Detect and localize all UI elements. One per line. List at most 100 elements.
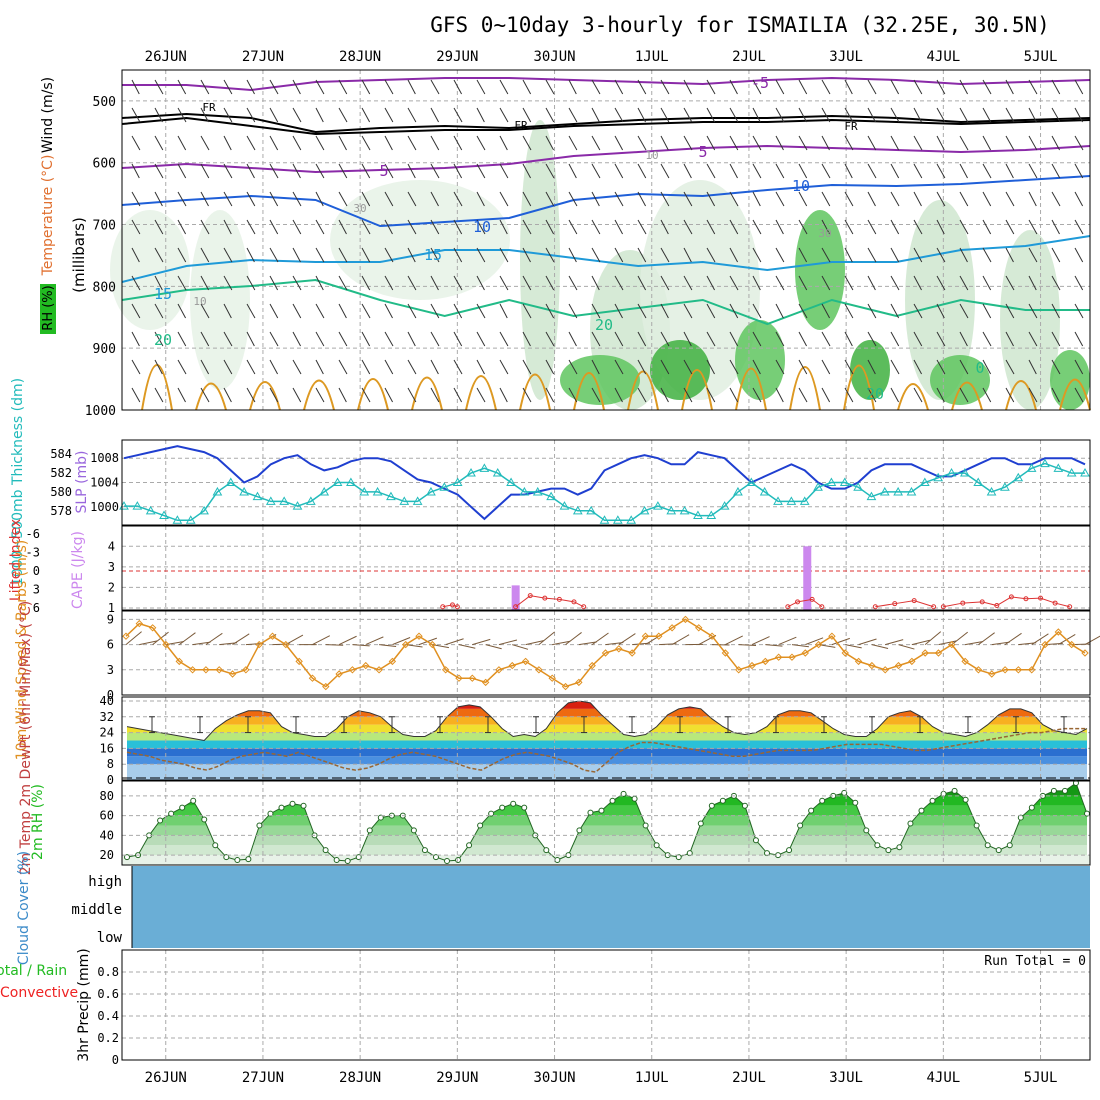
temperature-axis-label: Temperature (°C) <box>40 155 56 277</box>
wind-barb <box>384 79 394 95</box>
rh-bands <box>127 783 1087 865</box>
wind-barb <box>1074 163 1084 179</box>
rh-point <box>201 816 208 823</box>
wind-barb <box>591 79 601 95</box>
temp-band <box>127 708 1087 717</box>
wind-barb <box>384 191 394 207</box>
isotherm-line <box>411 376 443 411</box>
isotherm-line <box>121 278 1090 326</box>
wind-speed-point <box>695 624 703 632</box>
wind-barb <box>131 191 141 207</box>
rh-tick-label: 40 <box>100 828 114 842</box>
wind-barb <box>453 303 463 319</box>
li-axis-label: Lifted Index <box>8 519 24 601</box>
wind-barb <box>637 191 647 207</box>
wind-barb <box>315 163 325 179</box>
wind-barb <box>269 359 279 375</box>
wind-barb <box>315 387 325 403</box>
wind-barb <box>683 303 693 319</box>
wind-barb <box>775 135 784 151</box>
wind-barb <box>982 387 992 403</box>
thickness-point <box>346 477 356 486</box>
temp-band <box>127 732 1087 741</box>
wind-barb <box>522 275 532 291</box>
rh-point <box>675 854 682 861</box>
surface-wind-barb <box>325 644 344 646</box>
rh-shading <box>330 180 510 300</box>
wind-barb <box>269 135 279 151</box>
pressure-tick-label: 800 <box>93 280 116 295</box>
wind-barb <box>200 135 210 151</box>
wind-barb <box>269 387 279 403</box>
rh-band <box>127 805 1087 816</box>
wind-barb <box>982 79 992 95</box>
date-tick-label: 26JUN <box>145 1070 187 1086</box>
wind-barb <box>200 359 210 375</box>
date-tick-label: 29JUN <box>436 1070 478 1086</box>
rh-point <box>300 802 307 809</box>
isotherm-line <box>789 366 821 411</box>
li-point <box>440 604 446 610</box>
rh-point <box>444 858 450 865</box>
wind-speed-point <box>788 653 796 661</box>
wind-barb <box>936 79 946 95</box>
rh-point <box>168 810 175 817</box>
wind-barb <box>407 303 417 319</box>
wind-barb <box>246 303 256 319</box>
li-point <box>1008 594 1014 600</box>
wind-barb <box>706 79 716 95</box>
surface-wind-barb <box>538 631 555 645</box>
wind-barb <box>338 219 347 235</box>
wind-barb <box>292 387 302 403</box>
wind-barb <box>476 219 486 235</box>
temp-tick-label: 32 <box>100 710 114 724</box>
isotherm-label: 20 <box>595 316 613 334</box>
thickness-point <box>132 501 143 510</box>
rh-shading <box>930 355 990 405</box>
thickness-point <box>199 505 209 515</box>
rh-point <box>488 810 495 817</box>
wind-barb <box>568 247 577 263</box>
surface-wind-barb <box>911 639 930 646</box>
isotherm-line <box>465 375 497 411</box>
thickness-point <box>746 477 757 486</box>
wind-speed-point <box>415 632 423 640</box>
wind-barb <box>798 247 808 263</box>
wind-barb <box>706 247 716 263</box>
wind-barb <box>890 219 900 235</box>
surface-wind-barb <box>379 644 397 647</box>
wind-barb <box>775 275 785 291</box>
wind-barb <box>798 191 808 207</box>
thickness-point <box>546 491 556 501</box>
thickness-point <box>933 472 944 482</box>
thickness-point <box>666 505 677 515</box>
thickness-tick-label: 580 <box>50 485 72 499</box>
wind-barb <box>637 135 647 151</box>
isotherm-label: FR <box>514 119 528 132</box>
wind-barb <box>706 331 716 347</box>
surface-wind-barb <box>445 638 464 646</box>
thickness-point <box>1066 468 1077 477</box>
wind-barb <box>568 79 577 95</box>
thickness-point <box>679 505 690 515</box>
wind-barb <box>752 163 762 179</box>
wind-barb <box>384 331 394 347</box>
wind-barb <box>154 275 163 291</box>
surface-wind-barb <box>178 632 196 646</box>
wind-barb <box>591 107 600 123</box>
thickness-point <box>399 496 410 505</box>
wind-barb <box>223 219 232 235</box>
wind-barb <box>315 247 325 263</box>
temp-band <box>127 724 1087 733</box>
wind-barb <box>315 135 325 151</box>
wind-barb <box>683 79 692 95</box>
wind-barb <box>1005 107 1015 123</box>
wind-barb <box>499 107 509 123</box>
surface-wind-barb <box>565 632 582 645</box>
wind-barb <box>798 275 808 291</box>
isotherm-line <box>681 369 713 411</box>
wind-barb <box>1074 247 1084 263</box>
wind-tick-label: 3 <box>107 663 114 677</box>
wind-barb <box>729 135 739 151</box>
rh-point <box>708 802 715 809</box>
